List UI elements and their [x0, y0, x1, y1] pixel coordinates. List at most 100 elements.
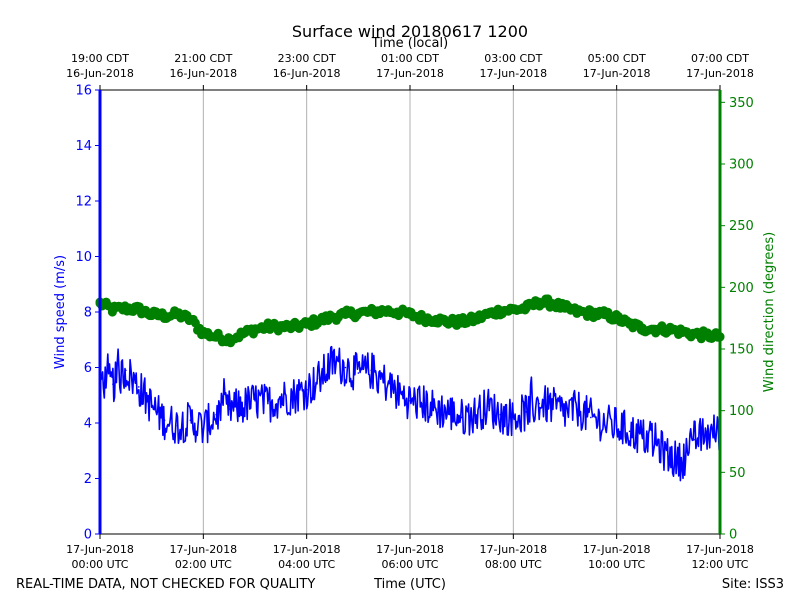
speed-point	[215, 413, 218, 416]
top-tick-date: 16-Jun-2018	[169, 67, 237, 80]
right-tick-label: 50	[729, 466, 746, 481]
speed-point	[254, 400, 256, 402]
speed-point	[396, 391, 398, 394]
left-tick-label: 4	[84, 417, 92, 432]
top-axis: 19:00 CDT 16-Jun-2018 21:00 CDT 16-Jun-2018…	[66, 52, 754, 90]
right-tick-label: 300	[729, 158, 754, 173]
speed-point	[499, 413, 502, 416]
top-tick-date: 16-Jun-2018	[273, 67, 341, 80]
left-tick-label: 2	[84, 472, 92, 487]
speed-point	[267, 402, 269, 405]
top-tick-time: 07:00 CDT	[691, 52, 749, 65]
speed-point	[654, 441, 657, 444]
footer-site-label: Site: ISS3	[722, 577, 784, 592]
speed-point	[409, 400, 411, 402]
left-tick-label: 12	[75, 195, 92, 210]
speed-point	[305, 388, 308, 391]
bottom-tick-time: 06:00 UTC	[381, 558, 438, 571]
speed-point	[150, 405, 153, 408]
bottom-tick-time: 10:00 UTC	[588, 558, 645, 571]
speed-point	[112, 383, 114, 385]
speed-point	[241, 405, 243, 408]
speed-point	[228, 408, 230, 410]
right-axis: 0 50 100 150 200 250 300 350	[720, 96, 754, 543]
speed-line	[99, 345, 721, 482]
speed-point	[486, 405, 489, 408]
speed-point	[628, 430, 631, 433]
speed-point	[641, 436, 644, 438]
right-tick-label: 350	[729, 96, 754, 111]
left-axis: 0 2 4 6 8 10 12 14 16	[75, 84, 100, 543]
wind-direction-series	[95, 294, 725, 348]
bottom-tick-date: 17-Jun-2018	[583, 543, 651, 556]
x-axis-title: Time (UTC)	[373, 577, 446, 592]
bottom-tick-date: 17-Jun-2018	[66, 543, 134, 556]
top-tick-time: 21:00 CDT	[174, 52, 232, 65]
speed-point	[176, 424, 179, 427]
bottom-tick-date: 17-Jun-2018	[273, 543, 341, 556]
right-tick-label: 0	[729, 528, 737, 543]
speed-point	[383, 380, 385, 383]
bottom-tick-time: 00:00 UTC	[71, 558, 128, 571]
speed-point	[680, 461, 683, 463]
bottom-axis: 17-Jun-2018 00:00 UTC 17-Jun-2018 02:00 UTC…	[66, 534, 754, 571]
right-tick-label: 100	[729, 404, 754, 419]
top-tick-time: 05:00 CDT	[588, 52, 646, 65]
speed-point	[473, 413, 476, 416]
speed-point	[357, 372, 360, 374]
top-tick-time: 01:00 CDT	[381, 52, 439, 65]
speed-point	[344, 366, 347, 369]
speed-point	[512, 416, 515, 419]
left-tick-label: 0	[84, 528, 92, 543]
speed-point	[125, 369, 127, 372]
speed-point	[551, 405, 553, 408]
speed-point	[706, 433, 708, 435]
bottom-tick-date: 17-Jun-2018	[686, 543, 754, 556]
speed-point	[615, 424, 618, 427]
left-axis-title: Wind speed (m/s)	[53, 255, 68, 369]
speed-point	[667, 455, 670, 458]
chart-title: Surface wind 20180617 1200	[292, 22, 528, 41]
bottom-tick-time: 02:00 UTC	[175, 558, 232, 571]
speed-point	[318, 377, 321, 380]
speed-point	[435, 408, 437, 410]
top-tick-date: 17-Jun-2018	[479, 67, 547, 80]
speed-point	[163, 419, 166, 422]
speed-point	[602, 422, 605, 424]
speed-point	[422, 402, 424, 405]
bottom-tick-time: 12:00 UTC	[691, 558, 748, 571]
speed-point	[370, 369, 373, 372]
bottom-tick-time: 04:00 UTC	[278, 558, 335, 571]
speed-point	[280, 397, 282, 399]
bottom-tick-time: 08:00 UTC	[485, 558, 542, 571]
left-tick-label: 6	[84, 361, 92, 376]
bottom-tick-date: 17-Jun-2018	[479, 543, 547, 556]
speed-point	[590, 416, 592, 419]
left-tick-label: 16	[75, 84, 92, 99]
speed-point	[137, 386, 140, 388]
top-tick-time: 23:00 CDT	[278, 52, 336, 65]
top-tick-date: 16-Jun-2018	[66, 67, 134, 80]
top-axis-label: Time (local)	[371, 36, 448, 51]
top-tick-date: 17-Jun-2018	[376, 67, 444, 80]
speed-point	[538, 402, 540, 405]
speed-point	[447, 411, 450, 413]
footer-quality-note: REAL-TIME DATA, NOT CHECKED FOR QUALITY	[16, 577, 315, 592]
top-tick-date: 17-Jun-2018	[583, 67, 651, 80]
right-tick-label: 250	[729, 219, 754, 234]
left-tick-label: 8	[84, 306, 92, 321]
bottom-tick-date: 17-Jun-2018	[376, 543, 444, 556]
speed-point	[202, 427, 205, 430]
bottom-tick-date: 17-Jun-2018	[169, 543, 237, 556]
right-tick-label: 200	[729, 281, 754, 296]
speed-point	[693, 438, 695, 441]
top-tick-date: 17-Jun-2018	[686, 67, 754, 80]
top-tick-time: 03:00 CDT	[484, 52, 542, 65]
speed-point	[189, 419, 192, 422]
left-tick-label: 10	[75, 250, 92, 265]
speed-point	[525, 411, 528, 413]
speed-point	[292, 394, 295, 397]
speed-point	[564, 411, 566, 413]
speed-point	[460, 416, 463, 419]
